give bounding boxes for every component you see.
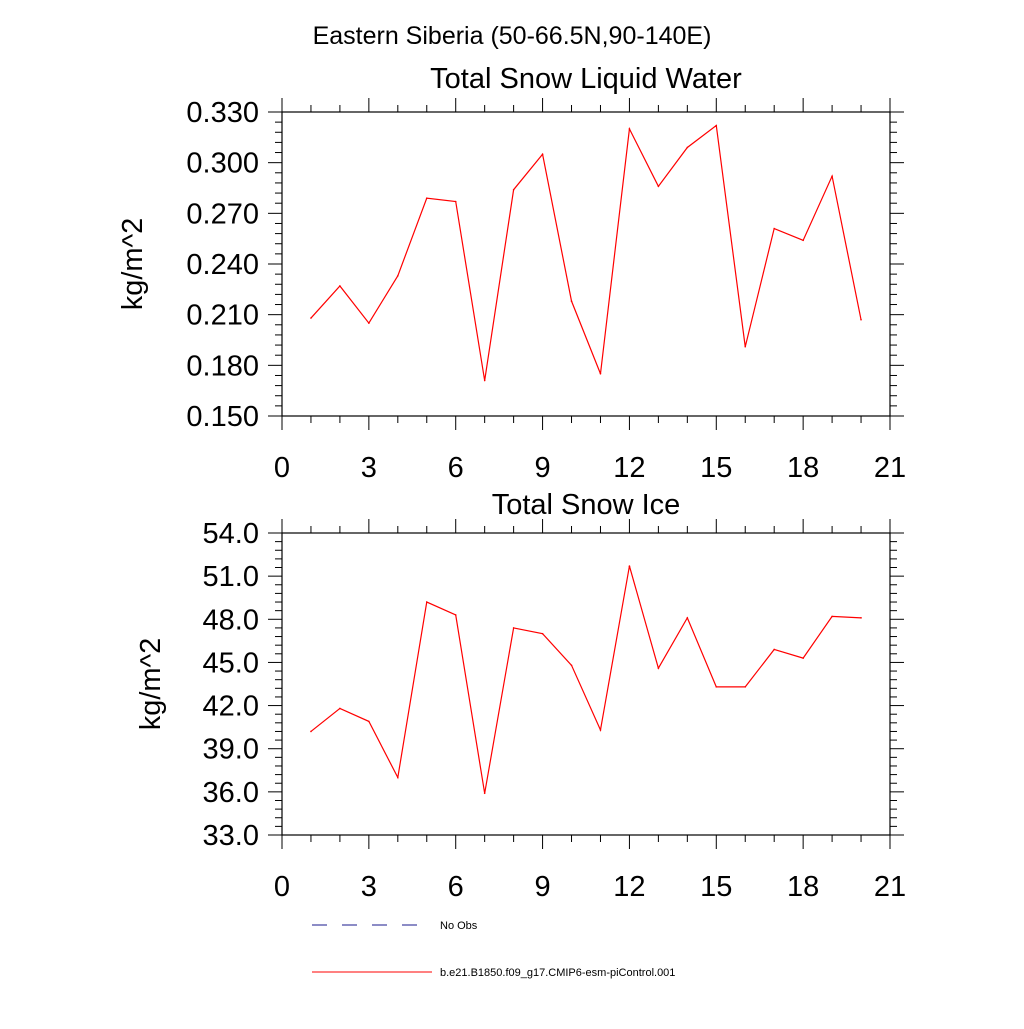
data-point: [860, 617, 862, 619]
data-point: [339, 707, 341, 710]
data-point: [686, 146, 689, 149]
x-tick-label: 15: [700, 871, 732, 903]
data-point: [744, 686, 747, 688]
data-point: [860, 318, 862, 321]
legend-label-1: No Obs: [440, 920, 478, 932]
data-point: [628, 128, 631, 130]
data-point: [541, 632, 544, 635]
y-tick-label: 0.240: [186, 249, 259, 281]
data-point: [686, 617, 689, 619]
y-tick-label: 0.300: [186, 148, 259, 180]
x-tick-label: 6: [448, 452, 464, 484]
x-tick-label: 0: [274, 452, 290, 484]
data-point: [483, 379, 486, 382]
x-tick-label: 12: [613, 871, 645, 903]
x-tick-label: 3: [361, 871, 377, 903]
chart-panel-2: Total Snow Ice 0 3 6 9 12 15 18 21 33.0 36.0 39.0 42…: [135, 489, 906, 903]
data-point: [310, 730, 312, 733]
y-tick-label: 33.0: [203, 820, 259, 852]
y-tick-label: 0.180: [186, 350, 259, 382]
x-tick-label: 18: [787, 452, 819, 484]
data-point: [425, 197, 428, 199]
x-tick-label: 9: [535, 452, 551, 484]
data-point: [570, 300, 573, 302]
x-tick-label: 18: [787, 871, 819, 903]
y-tick-label: 36.0: [203, 777, 259, 809]
data-point: [512, 627, 515, 629]
legend-label-2: b.e21.B1850.f09_g17.CMIP6-esm-piControl.…: [440, 967, 675, 979]
x-tick-label: 21: [874, 452, 906, 484]
y-tick-label: 0.330: [186, 97, 259, 129]
x-tick-label: 0: [274, 871, 290, 903]
data-point: [425, 601, 428, 603]
data-point: [715, 686, 718, 688]
y-tick-label: 54.0: [203, 518, 259, 550]
y-tick-label: 39.0: [203, 734, 259, 766]
data-point: [657, 185, 660, 188]
data-point: [599, 729, 602, 731]
x-tick-label: 6: [448, 871, 464, 903]
data-point: [397, 776, 399, 779]
plot-frame: [281, 532, 891, 836]
data-point: [541, 153, 544, 156]
data-point: [715, 124, 718, 127]
chart-panel-1: Total Snow Liquid Water 0 3 6 9 12 15 18 21 0.150…: [117, 63, 906, 484]
y-axis-label: kg/m^2: [117, 218, 149, 311]
data-point: [310, 317, 312, 319]
data-point: [802, 657, 804, 659]
data-point: [368, 720, 370, 723]
x-tick-label: 15: [700, 452, 732, 484]
y-axis-label: kg/m^2: [135, 638, 167, 731]
legend: No Obs b.e21.B1850.f09_g17.CMIP6-esm-piCo…: [312, 920, 675, 979]
series-line-1: [310, 565, 862, 794]
y-tick-label: 51.0: [203, 561, 259, 593]
y-tick-label: 0.210: [186, 300, 259, 332]
series-line-1: [310, 124, 862, 381]
data-point: [483, 792, 486, 795]
chart-title: Total Snow Liquid Water: [430, 63, 742, 95]
data-point: [773, 227, 775, 230]
figure-suptitle: Eastern Siberia (50-66.5N,90-140E): [313, 22, 712, 50]
y-tick-label: 0.150: [186, 401, 259, 433]
x-tick-label: 12: [613, 452, 645, 484]
data-point: [397, 275, 399, 277]
data-point: [831, 615, 833, 618]
data-point: [368, 322, 370, 324]
data-point: [657, 667, 660, 669]
data-point: [512, 188, 515, 191]
data-point: [773, 648, 775, 651]
data-point: [570, 664, 573, 667]
data-point: [802, 239, 804, 242]
y-tick-label: 0.270: [186, 198, 259, 230]
data-point: [454, 614, 457, 616]
plot-frame: [281, 111, 891, 417]
x-tick-label: 3: [361, 452, 377, 484]
y-tick-label: 45.0: [203, 647, 259, 679]
data-point: [628, 565, 631, 567]
data-point: [454, 200, 457, 203]
data-point: [744, 345, 747, 348]
x-tick-label: 9: [535, 871, 551, 903]
x-tick-label: 21: [874, 871, 906, 903]
y-tick-label: 42.0: [203, 691, 259, 723]
data-point: [339, 285, 341, 287]
data-point: [831, 175, 833, 177]
y-tick-label: 48.0: [203, 604, 259, 636]
chart-title: Total Snow Ice: [492, 489, 681, 521]
data-point: [599, 372, 602, 375]
